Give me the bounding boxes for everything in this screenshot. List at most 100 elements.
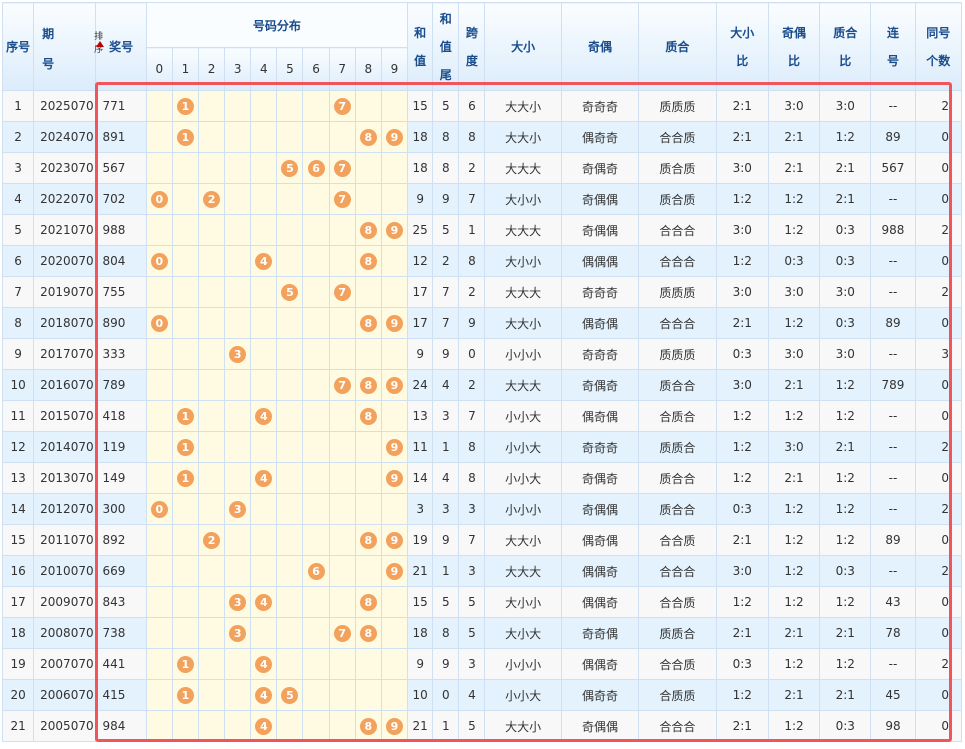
dist-cell-6	[302, 493, 330, 525]
cell-oe-ratio: 1:2	[767, 648, 821, 680]
digit-ball: 7	[333, 159, 351, 177]
dist-cell-7	[328, 524, 356, 556]
cell-oe-ratio: 2:1	[767, 462, 821, 494]
dist-cell-1	[171, 710, 199, 742]
cell-odd-even: 奇偶偶	[560, 493, 640, 525]
cell-bs-ratio: 3:0	[715, 214, 769, 246]
header-seq: 序号	[1, 2, 35, 91]
cell-bs-ratio: 2:1	[715, 307, 769, 339]
cell-span: 7	[458, 400, 486, 432]
cell-big-small: 小小小	[484, 648, 562, 680]
dist-cell-1: 1	[171, 90, 199, 122]
digit-ball: 9	[385, 469, 403, 487]
digit-ball: 7	[333, 376, 351, 394]
dist-cell-4: 4	[250, 679, 278, 711]
dist-cell-2	[197, 121, 226, 153]
cell-issue: 2025070	[33, 90, 97, 122]
dist-cell-5	[276, 338, 304, 370]
cell-number: 149	[95, 462, 147, 494]
cell-odd-even: 偶奇偶	[560, 307, 640, 339]
digit-ball: 8	[359, 376, 377, 394]
dist-cell-8	[354, 276, 382, 308]
cell-big-small: 大大大	[484, 369, 562, 401]
dist-cell-4	[250, 90, 278, 122]
cell-pc-ratio: 1:2	[819, 524, 872, 556]
header-issue[interactable]: 期 号 排序	[33, 2, 105, 91]
cell-issue: 2021070	[33, 214, 97, 246]
cell-sum-tail: 5	[432, 90, 460, 122]
dist-cell-2	[197, 462, 226, 494]
dist-cell-9: 9	[380, 369, 409, 401]
cell-big-small: 小小大	[484, 431, 562, 463]
cell-sum: 18	[407, 617, 434, 649]
dist-cell-8	[354, 431, 382, 463]
cell-span: 8	[458, 431, 486, 463]
dist-cell-2	[197, 276, 226, 308]
dist-cell-2	[197, 555, 226, 587]
dist-cell-3	[224, 276, 252, 308]
dist-cell-8: 8	[354, 307, 382, 339]
cell-seq: 5	[1, 214, 35, 246]
cell-sum-tail: 8	[432, 152, 460, 184]
cell-issue: 2008070	[33, 617, 97, 649]
digit-ball: 3	[229, 593, 247, 611]
dist-cell-1: 1	[171, 431, 199, 463]
cell-bs-ratio: 3:0	[715, 152, 769, 184]
cell-sum: 12	[407, 245, 434, 277]
cell-same-count: 2	[914, 90, 963, 122]
dist-cell-1	[171, 493, 199, 525]
dist-cell-5	[276, 121, 304, 153]
cell-issue: 2011070	[33, 524, 97, 556]
cell-odd-even: 偶奇偶	[560, 524, 640, 556]
cell-sum: 17	[407, 276, 434, 308]
cell-same-count: 3	[914, 338, 963, 370]
table-row: 4 2022070 702 0 2 7 9 9 7 大小小 奇偶偶 质合质 1:2 1:2 2:1 -- 0	[1, 183, 963, 215]
table-row: 5 2021070 988 8 9 25 5 1 大大大 奇偶偶 合合合 3:0 1:2 0:3 988 2	[1, 214, 963, 246]
dist-cell-2	[197, 152, 226, 184]
cell-issue: 2013070	[33, 462, 97, 494]
cell-consecutive: 789	[870, 369, 916, 401]
cell-span: 2	[458, 276, 486, 308]
digit-ball: 8	[359, 314, 377, 332]
cell-seq: 19	[1, 648, 35, 680]
cell-prime-composite: 质合合	[638, 493, 717, 525]
dist-cell-1	[171, 555, 199, 587]
cell-big-small: 大大小	[484, 121, 562, 153]
cell-oe-ratio: 1:2	[767, 400, 821, 432]
cell-same-count: 0	[914, 710, 963, 742]
cell-big-small: 大大大	[484, 276, 562, 308]
cell-prime-composite: 合合合	[638, 245, 717, 277]
cell-prime-composite: 合合合	[638, 555, 717, 587]
sort-link[interactable]: 排序	[94, 32, 104, 55]
cell-sum-tail: 8	[432, 617, 460, 649]
cell-oe-ratio: 2:1	[767, 369, 821, 401]
cell-odd-even: 偶偶奇	[560, 586, 640, 618]
cell-pc-ratio: 1:2	[819, 462, 872, 494]
header-prime-composite: 质合	[638, 2, 717, 91]
dist-cell-5	[276, 183, 304, 215]
cell-sum: 9	[407, 183, 434, 215]
dist-cell-4	[250, 617, 278, 649]
cell-seq: 6	[1, 245, 35, 277]
dist-cell-1	[171, 183, 199, 215]
dist-cell-5	[276, 710, 304, 742]
cell-issue: 2014070	[33, 431, 97, 463]
cell-number: 119	[95, 431, 147, 463]
cell-oe-ratio: 1:2	[767, 214, 821, 246]
dist-cell-0	[145, 152, 173, 184]
dist-cell-6	[302, 710, 330, 742]
dist-cell-5: 5	[276, 152, 304, 184]
digit-ball: 3	[229, 500, 247, 518]
dist-cell-1: 1	[171, 462, 199, 494]
cell-bs-ratio: 0:3	[715, 493, 769, 525]
cell-consecutive: --	[870, 245, 916, 277]
digit-ball: 1	[176, 655, 194, 673]
dist-cell-1	[171, 524, 199, 556]
cell-odd-even: 偶奇奇	[560, 121, 640, 153]
dist-cell-3	[224, 462, 252, 494]
digit-ball: 7	[333, 283, 351, 301]
dist-cell-8: 8	[354, 245, 382, 277]
cell-oe-ratio: 3:0	[767, 90, 821, 122]
cell-issue: 2006070	[33, 679, 97, 711]
sort-arrow-icon[interactable]	[96, 41, 105, 47]
